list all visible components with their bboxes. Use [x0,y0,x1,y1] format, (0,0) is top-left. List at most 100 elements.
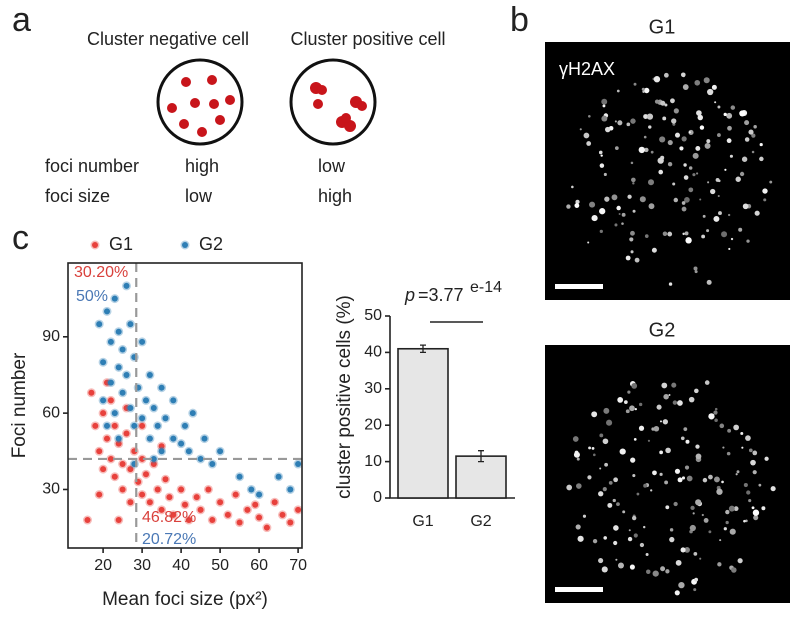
focus [710,188,716,195]
focus [682,84,689,90]
focus [697,114,704,121]
point [207,515,217,525]
focus [627,390,631,394]
focus [659,472,663,476]
focus [674,132,681,138]
focus [622,510,626,514]
micrograph [545,345,790,603]
point [110,408,120,418]
diagram-label: Cluster negative cell [87,29,249,49]
point [180,421,190,431]
focus [650,150,654,154]
x-tick-label: 20 [94,557,112,574]
focus [662,231,668,237]
legend-label: G1 [109,234,133,254]
focus [744,120,750,126]
point [176,439,186,449]
focus [613,540,618,546]
point [118,345,128,355]
focus [707,88,714,96]
point [235,518,245,528]
focus [684,231,689,236]
focus [668,393,671,396]
focus [727,213,731,217]
focus [645,553,649,557]
focus [629,405,635,412]
focus [678,581,685,589]
focus [614,120,617,123]
point [285,518,295,528]
point [94,319,104,329]
focus [665,569,670,574]
focus [603,536,607,540]
focus [588,446,592,450]
focus [575,199,580,204]
focus [769,180,773,184]
focus [633,82,637,86]
focus [598,150,603,155]
focus [667,231,673,237]
y-tick-label: 10 [364,453,382,470]
focus [692,152,699,159]
point [149,403,159,413]
focus [739,171,745,177]
focus [663,393,669,400]
focus [727,125,732,131]
point [157,383,167,393]
focus [634,257,640,263]
focus [674,590,680,596]
focus [683,163,687,167]
focus [591,411,598,418]
focus [646,113,654,120]
focus [752,509,760,516]
focus [741,446,744,449]
point [246,484,256,494]
focus [630,250,634,254]
point [145,370,155,380]
focus [693,552,698,556]
focus [642,90,645,93]
pvalue-exponent: e-14 [470,279,502,296]
focus [668,282,673,286]
focus [717,194,720,198]
focus [674,468,681,474]
focus [603,407,610,414]
point [118,459,128,469]
focus [660,566,666,572]
focus [604,462,608,467]
focus [745,435,751,441]
row-label: foci number [45,156,139,176]
point [274,472,284,482]
focus [657,157,664,164]
x-tick-label: 30 [133,557,151,574]
focus [643,483,648,488]
diagram-label: Cluster positive cell [290,29,445,49]
focus [702,214,706,218]
focus [681,201,686,205]
focus [603,172,607,177]
focus [589,201,596,208]
focus [631,383,638,389]
focus [601,98,608,105]
focus [626,122,631,127]
y-axis-label: cluster positive cells (%) [334,295,355,499]
focus [614,223,618,227]
focus [639,196,646,203]
focus [659,420,663,423]
x-tick-label: 60 [250,557,268,574]
point [168,434,178,444]
focus [701,234,706,239]
focus [729,528,736,535]
focus [692,173,696,177]
focus [632,515,637,521]
focus [632,182,635,185]
focus [648,203,655,210]
focus [573,451,580,458]
focus [751,150,755,154]
point [254,512,264,522]
focus [664,480,669,485]
point [262,523,272,533]
focus [654,76,658,80]
point [223,510,233,520]
focus [731,567,737,573]
